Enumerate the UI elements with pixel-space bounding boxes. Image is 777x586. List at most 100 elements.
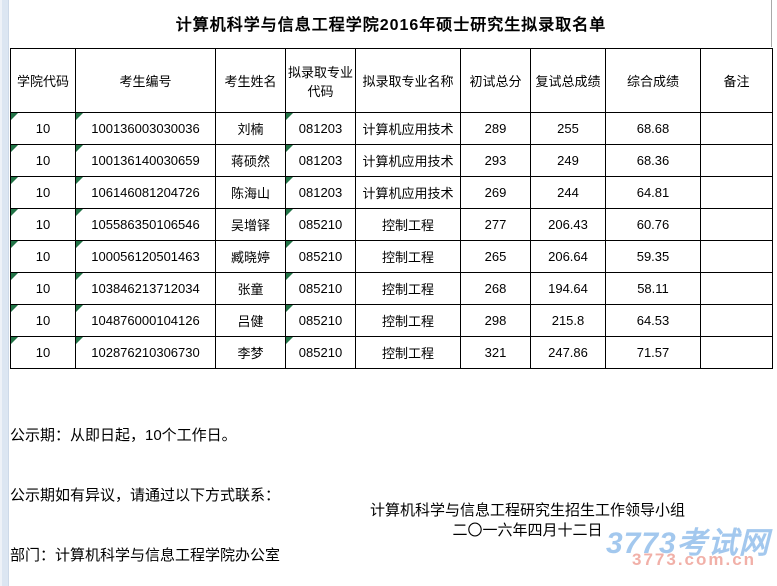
cell-text: 10 <box>35 345 51 360</box>
number-as-text-indicator-icon <box>11 145 18 152</box>
table-cell: 60.76 <box>605 208 701 241</box>
number-as-text-indicator-icon <box>76 273 83 280</box>
table-cell: 244 <box>530 176 606 209</box>
table-cell: 206.43 <box>530 208 606 241</box>
table-cell: 081203 <box>285 176 356 209</box>
table-cell: 194.64 <box>530 272 606 305</box>
table-cell: 106146081204726 <box>75 176 216 209</box>
table-cell: 10 <box>10 144 76 177</box>
table-cell: 10 <box>10 240 76 273</box>
table-cell: 刘楠 <box>215 112 286 145</box>
admission-list-table: 学院代码 考生编号 考生姓名 拟录取专业代码 拟录取专业名称 初试总分 复试总成… <box>10 48 773 369</box>
table-cell <box>700 336 773 369</box>
table-cell <box>700 240 773 273</box>
number-as-text-indicator-icon <box>286 177 293 184</box>
number-as-text-indicator-icon <box>11 113 18 120</box>
signature-organization: 计算机科学与信息工程研究生招生工作领导小组 <box>369 502 685 519</box>
table-cell: 085210 <box>285 336 356 369</box>
cell-text: 085210 <box>298 313 343 328</box>
table-cell: 321 <box>460 336 531 369</box>
table-cell: 10 <box>10 336 76 369</box>
cell-text: 10 <box>35 281 51 296</box>
table-cell: 289 <box>460 112 531 145</box>
table-cell: 58.11 <box>605 272 701 305</box>
table-cell: 10 <box>10 272 76 305</box>
table-cell: 085210 <box>285 272 356 305</box>
number-as-text-indicator-icon <box>286 113 293 120</box>
number-as-text-indicator-icon <box>286 209 293 216</box>
table-cell: 计算机应用技术 <box>355 176 461 209</box>
table-cell <box>700 144 773 177</box>
number-as-text-indicator-icon <box>286 305 293 312</box>
table-cell: 081203 <box>285 144 356 177</box>
table-row: 10 103846213712034 张童 085210 控制工程 268 19… <box>10 272 773 305</box>
table-cell: 298 <box>460 304 531 337</box>
number-as-text-indicator-icon <box>11 305 18 312</box>
cell-text: 085210 <box>298 345 343 360</box>
table-cell: 64.53 <box>605 304 701 337</box>
number-as-text-indicator-icon <box>11 209 18 216</box>
signature-block: 计算机科学与信息工程研究生招生工作领导小组 二〇一六年四月十二日 <box>340 501 715 541</box>
table-cell: 计算机应用技术 <box>355 144 461 177</box>
table-cell: 085210 <box>285 304 356 337</box>
column-header-remarks: 备注 <box>700 48 773 113</box>
table-cell: 268 <box>460 272 531 305</box>
table-cell: 100056120501463 <box>75 240 216 273</box>
cell-text: 081203 <box>298 185 343 200</box>
cell-text: 081203 <box>298 121 343 136</box>
table-cell: 控制工程 <box>355 336 461 369</box>
cell-text: 10 <box>35 217 51 232</box>
number-as-text-indicator-icon <box>286 337 293 344</box>
table-cell: 68.68 <box>605 112 701 145</box>
table-cell: 68.36 <box>605 144 701 177</box>
table-cell: 085210 <box>285 240 356 273</box>
number-as-text-indicator-icon <box>76 145 83 152</box>
cell-text: 10 <box>35 249 51 264</box>
table-row: 10 100056120501463 臧晓婷 085210 控制工程 265 2… <box>10 240 773 273</box>
column-header-overall-score: 综合成绩 <box>605 48 701 113</box>
table-cell: 105586350106546 <box>75 208 216 241</box>
table-cell: 255 <box>530 112 606 145</box>
number-as-text-indicator-icon <box>76 337 83 344</box>
cell-text: 102876210306730 <box>91 345 200 360</box>
table-cell: 081203 <box>285 112 356 145</box>
table-cell: 265 <box>460 240 531 273</box>
table-cell: 104876000104126 <box>75 304 216 337</box>
cell-text: 106146081204726 <box>91 185 200 200</box>
cell-text: 100056120501463 <box>91 249 200 264</box>
table-cell: 控制工程 <box>355 208 461 241</box>
table-cell: 100136140030659 <box>75 144 216 177</box>
notice-line-period: 公示期：从即日起，10个工作日。 <box>10 427 237 444</box>
number-as-text-indicator-icon <box>286 145 293 152</box>
table-cell: 控制工程 <box>355 272 461 305</box>
table-cell: 10 <box>10 176 76 209</box>
table-cell: 085210 <box>285 208 356 241</box>
table-cell <box>700 208 773 241</box>
number-as-text-indicator-icon <box>286 273 293 280</box>
number-as-text-indicator-icon <box>76 209 83 216</box>
public-notice-block: 公示期：从即日起，10个工作日。 公示期如有异议，请通过以下方式联系： 部门：计… <box>10 386 280 586</box>
table-cell: 10 <box>10 112 76 145</box>
table-row: 10 100136140030659 蒋硕然 081203 计算机应用技术 29… <box>10 144 773 177</box>
cell-text: 100136140030659 <box>91 153 200 168</box>
table-cell: 59.35 <box>605 240 701 273</box>
table-cell: 臧晓婷 <box>215 240 286 273</box>
page-title: 计算机科学与信息工程学院2016年硕士研究生拟录取名单 <box>175 17 607 34</box>
table-cell: 249 <box>530 144 606 177</box>
cell-text: 085210 <box>298 217 343 232</box>
number-as-text-indicator-icon <box>76 305 83 312</box>
spreadsheet-row-header-strip <box>0 0 9 586</box>
table-cell: 206.64 <box>530 240 606 273</box>
table-cell: 102876210306730 <box>75 336 216 369</box>
table-row: 10 100136003030036 刘楠 081203 计算机应用技术 289… <box>10 112 773 145</box>
table-cell: 293 <box>460 144 531 177</box>
number-as-text-indicator-icon <box>11 337 18 344</box>
number-as-text-indicator-icon <box>76 241 83 248</box>
table-cell: 吕健 <box>215 304 286 337</box>
number-as-text-indicator-icon <box>76 113 83 120</box>
table-cell <box>700 176 773 209</box>
table-cell: 269 <box>460 176 531 209</box>
watermark-site-logo: 3773考试网 <box>606 527 770 560</box>
table-cell: 张童 <box>215 272 286 305</box>
